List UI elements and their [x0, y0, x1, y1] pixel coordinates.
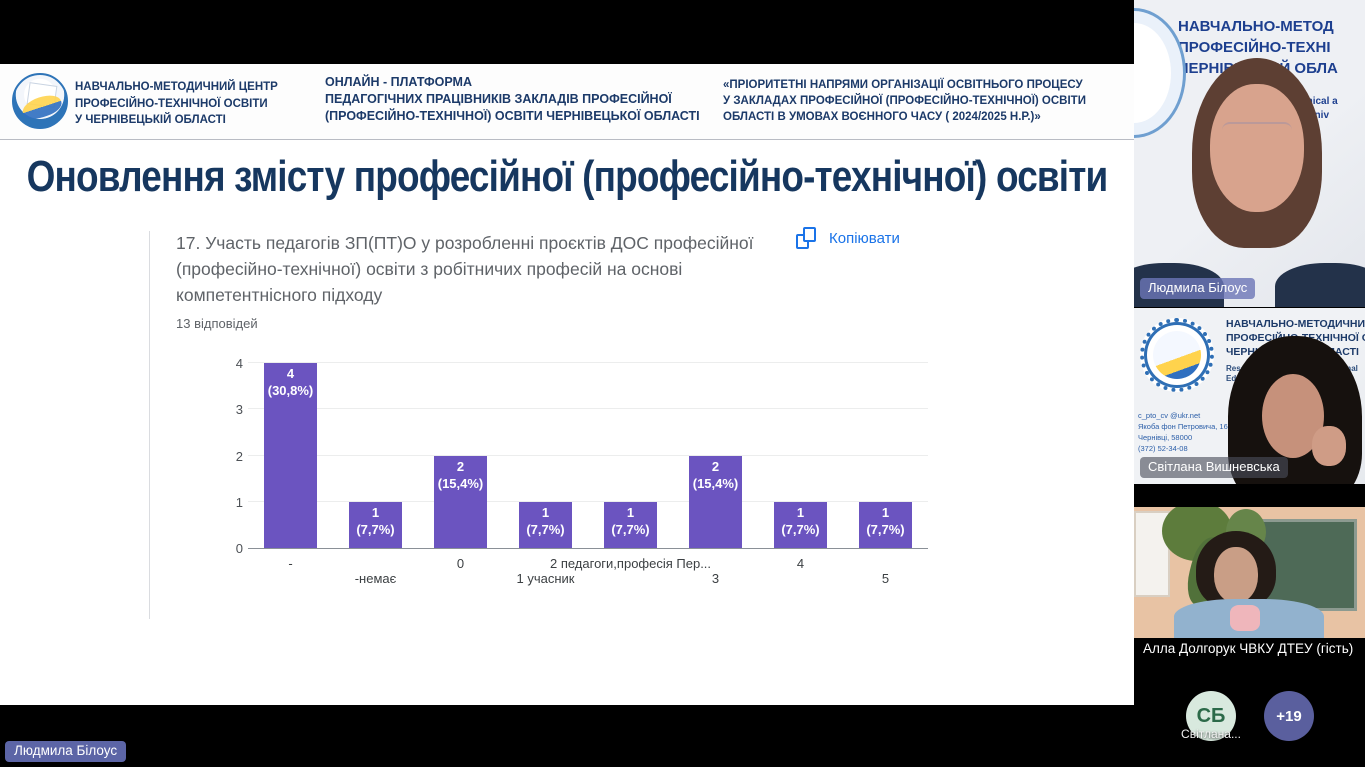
y-axis-tick: 1 [235, 494, 243, 510]
x-axis-label: 3 [711, 571, 720, 586]
participant-name-tag: Людмила Білоус [1140, 278, 1256, 299]
tile2-contact-line: c_pto_cv @ukr.net [1138, 411, 1201, 420]
header-org-line: НАВЧАЛЬНО-МЕТОДИЧНИЙ ЦЕНТР [75, 81, 278, 93]
bar: 1 (7,7%) [859, 501, 912, 548]
x-axis-label: 1 учасник [516, 571, 575, 586]
bar-chart: 0 1 2 3 4 4 (30,8%) - 1 (7,7%) -немає 2 (15,4%) 0 1… [205, 356, 970, 601]
header-event-topic: «ПРІОРИТЕТНІ НАПРЯМИ ОРГАНІЗАЦІЇ ОСВІТНЬ… [723, 77, 1086, 125]
more-participants-button[interactable]: +19 [1264, 691, 1314, 741]
org-logo-icon [12, 73, 68, 129]
presentation-slide: НАВЧАЛЬНО-МЕТОДИЧНИЙ ЦЕНТР ПРОФЕСІЙНО-ТЕ… [0, 64, 1134, 705]
bar-value-label: 2 (15,4%) [692, 458, 739, 491]
screen-share-area: НАВЧАЛЬНО-МЕТОДИЧНИЙ ЦЕНТР ПРОФЕСІЙНО-ТЕ… [0, 64, 1134, 705]
participant-face [1214, 547, 1258, 603]
participant-hand [1312, 426, 1346, 466]
header-platform-line: ОНЛАЙН - ПЛАТФОРМА [325, 75, 472, 89]
bar: 1 (7,7%) [774, 501, 827, 548]
survey-question-line: 17. Участь педагогів ЗП(ПТ)О у розроблен… [176, 233, 754, 253]
header-topic-line: «ПРІОРИТЕТНІ НАПРЯМИ ОРГАНІЗАЦІЇ ОСВІТНЬ… [723, 79, 1083, 91]
tile2-contact-line: (372) 52-34-08 [1138, 444, 1188, 453]
participant-name-tag: Світлана Вишневська [1140, 457, 1288, 478]
bar-value-label: 4 (30,8%) [267, 366, 314, 398]
tile2-contact-line: Якоба фон Петровича, 16 [1138, 422, 1228, 431]
video-tile-lyudmyla[interactable]: НАВЧАЛЬНО-МЕТОД ПРОФЕСІЙНО-ТЕХНІ ЧЕРНІВЕ… [1134, 0, 1365, 307]
copy-button-label: Копіювати [829, 229, 900, 247]
participant-name-tag: Алла Долгорук ЧВКУ ДТЕУ (гість) [1143, 641, 1354, 656]
x-axis-label: 0 [456, 556, 465, 571]
bar-value-label: 1 (7,7%) [611, 504, 650, 537]
bar-value-label: 1 (7,7%) [866, 504, 905, 537]
video-tile-alla[interactable] [1134, 507, 1365, 638]
bar: 2 (15,4%) [689, 455, 742, 548]
question-card-rail [149, 231, 150, 619]
header-org-name: НАВЧАЛЬНО-МЕТОДИЧНИЙ ЦЕНТР ПРОФЕСІЙНО-ТЕ… [75, 79, 278, 129]
x-axis-label: 2 педагоги,професія Пер... [549, 556, 712, 571]
x-axis-label: -немає [354, 571, 397, 586]
header-topic-line: ОБЛАСТІ В УМОВАХ ВОЄННОГО ЧАСУ ( 2024/20… [723, 111, 1041, 124]
y-axis-tick: 3 [235, 402, 243, 418]
copy-icon [796, 227, 816, 249]
participant-face [1210, 84, 1304, 212]
slide-header: НАВЧАЛЬНО-МЕТОДИЧНИЙ ЦЕНТР ПРОФЕСІЙНО-ТЕ… [0, 64, 1134, 140]
tile2-banner-logo-icon [1140, 318, 1214, 392]
slide-title: Оновлення змісту професійної (професійно… [26, 152, 1109, 201]
x-axis-label: 4 [796, 556, 805, 571]
bar: 2 (15,4%) [434, 455, 487, 548]
copy-button[interactable]: Копіювати [796, 227, 900, 249]
bar-value-label: 1 (7,7%) [781, 504, 820, 537]
survey-question: 17. Участь педагогів ЗП(ПТ)О у розроблен… [176, 230, 766, 308]
x-axis-label: - [288, 556, 293, 571]
video-tile-svitlana[interactable]: НАВЧАЛЬНО-МЕТОДИЧНИЙ Ц ПРОФЕСІЙНО-ТЕХНІЧ… [1134, 308, 1365, 484]
survey-question-line: компетентнісного підходу [176, 285, 383, 305]
bar-value-label: 1 (7,7%) [526, 504, 565, 537]
header-topic-line: У ЗАКЛАДАХ ПРОФЕСІЙНОЇ (ПРОФЕСІЙНО-ТЕХНІ… [723, 95, 1086, 108]
tile2-contact-block: c_pto_cv @ukr.net Якоба фон Петровича, 1… [1138, 410, 1228, 454]
tile1-banner-line: ПРОФЕСІЙНО-ТЕХНІ [1178, 39, 1331, 56]
gridline [248, 454, 928, 456]
bar-value-label: 1 (7,7%) [356, 504, 395, 537]
self-name-tag: Людмила Білоус [5, 741, 127, 762]
gridline [248, 500, 928, 502]
bar: 1 (7,7%) [604, 501, 657, 548]
y-axis-tick: 0 [235, 541, 243, 556]
overflow-avatar[interactable]: СБ [1186, 691, 1236, 741]
bar-value-label: 2 (15,4%) [437, 458, 484, 491]
glasses [1222, 122, 1292, 142]
header-platform-line: ПЕДАГОГІЧНИХ ПРАЦІВНИКІВ ЗАКЛАДІВ ПРОФЕС… [325, 91, 672, 106]
y-axis-tick: 4 [235, 356, 243, 371]
tile1-banner-line: НАВЧАЛЬНО-МЕТОД [1178, 18, 1334, 35]
participant-shoulder [1275, 263, 1365, 307]
x-axis-label: 5 [881, 571, 890, 586]
y-axis-tick: 2 [235, 448, 243, 464]
responses-count: 13 відповідей [176, 316, 258, 331]
participants-sidebar: НАВЧАЛЬНО-МЕТОД ПРОФЕСІЙНО-ТЕХНІ ЧЕРНІВЕ… [1134, 0, 1365, 767]
gridline [248, 362, 928, 363]
survey-question-line: (професійно-технічної) освіти з робітнич… [176, 259, 683, 279]
bar: 1 (7,7%) [519, 501, 572, 548]
chart-plot: 0 1 2 3 4 4 (30,8%) - 1 (7,7%) -немає 2 (15,4%) 0 1… [236, 356, 928, 586]
participant-name-bar: Алла Долгорук ЧВКУ ДТЕУ (гість) [1134, 638, 1365, 664]
gridline [248, 408, 928, 410]
header-platform-name: ОНЛАЙН - ПЛАТФОРМА ПЕДАГОГІЧНИХ ПРАЦІВНИ… [325, 74, 700, 125]
tile2-banner-line: НАВЧАЛЬНО-МЕТОДИЧНИЙ Ц [1226, 318, 1365, 330]
overflow-avatar-label: Світлана... [1181, 727, 1241, 741]
header-org-line: ПРОФЕСІЙНО-ТЕХНІЧНОЇ ОСВІТИ [75, 97, 268, 110]
header-platform-line: (ПРОФЕСІЙНО-ТЕХНІЧНОЇ) ОСВІТИ ЧЕРНІВЕЦЬК… [325, 108, 700, 123]
header-org-line: У ЧЕРНІВЕЦЬКІЙ ОБЛАСТІ [75, 114, 226, 127]
bar: 1 (7,7%) [349, 501, 402, 548]
participant-shirt [1230, 605, 1260, 631]
bar: 4 (30,8%) [264, 363, 317, 548]
tile2-contact-line: Чернівці, 58000 [1138, 433, 1193, 442]
